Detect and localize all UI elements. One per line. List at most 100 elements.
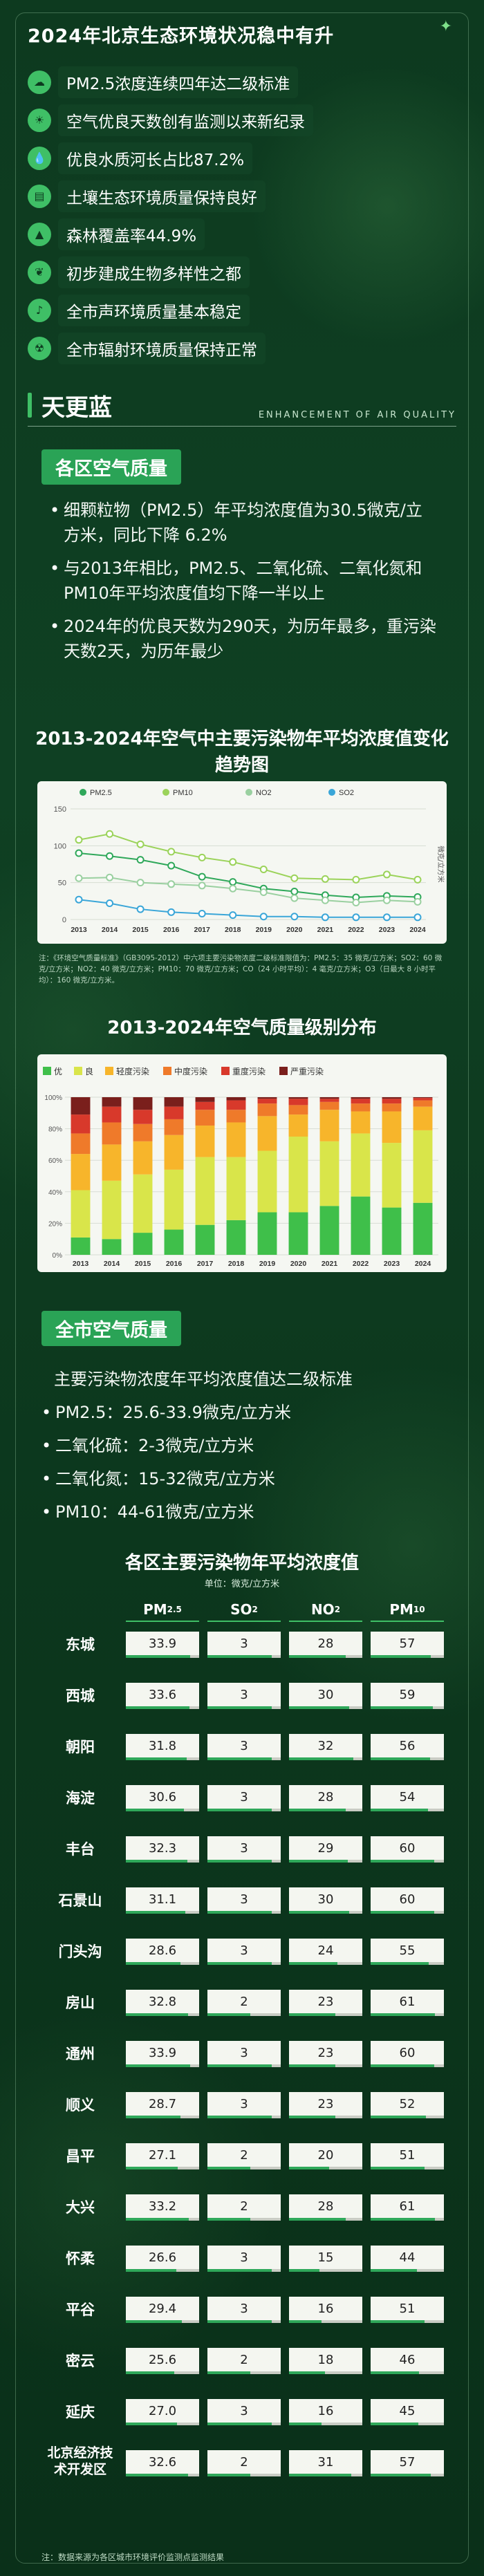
column-header: PM 10 [371, 1598, 444, 1622]
legend-label: 中度污染 [174, 1066, 207, 1076]
table-cell: 15 [289, 2246, 362, 2272]
cell-value: 2 [240, 2147, 248, 2163]
data-point [75, 874, 83, 882]
data-point [167, 848, 176, 856]
data-point [413, 875, 422, 884]
bar-segment [226, 1122, 246, 1157]
row-label: 怀柔 [66, 2250, 95, 2267]
value-bar [371, 2269, 418, 2272]
value-bar [207, 1809, 272, 1811]
bar-segment [133, 1097, 153, 1110]
table-cell: 57 [371, 2450, 444, 2476]
footnote: 注：数据来源为各区城市环境评价监测点监测结果 [41, 2552, 225, 2562]
data-point [106, 873, 114, 881]
row-label: 石景山 [58, 1892, 102, 1909]
value-bar [289, 1706, 350, 1709]
data-point [382, 896, 391, 904]
bar-segment [71, 1154, 91, 1191]
data-point [352, 913, 360, 922]
line-chart-title: 2013-2024年空气中主要污染物年平均浓度值变化趋势图 [35, 729, 449, 776]
bar-segment [71, 1114, 91, 1134]
bar-segment [195, 1097, 215, 1102]
table-cell: 60 [371, 1836, 444, 1863]
cell-value: 3 [240, 1789, 248, 1804]
table-cell: 20 [289, 2143, 362, 2169]
data-point [75, 849, 83, 857]
cell-value: 28.7 [148, 2096, 177, 2111]
cell-value: 16 [317, 2403, 334, 2418]
bar-segment [164, 1097, 184, 1107]
value-bar [126, 2423, 178, 2425]
cell-value: 51 [399, 2147, 416, 2163]
y-tick-label: 100% [44, 1094, 62, 1102]
table-cell: 23 [289, 2041, 362, 2067]
data-point [136, 879, 145, 887]
cell-value: 27.1 [148, 2147, 177, 2163]
y-axis-label: 微克/立方米 [436, 846, 445, 882]
y-tick-label: 80% [48, 1126, 62, 1134]
table-cell: 55 [371, 1939, 444, 1965]
data-point [229, 858, 237, 866]
row-label: 东城 [66, 1636, 95, 1653]
bar-segment [257, 1103, 277, 1117]
cell-value: 59 [399, 1687, 416, 1702]
data-point [229, 884, 237, 893]
x-tick-label: 2021 [322, 1260, 338, 1268]
data-point [259, 888, 268, 897]
value-bar [371, 2218, 436, 2221]
table-cell: 60 [371, 1887, 444, 1914]
row-label: 房山 [66, 1995, 95, 2011]
cell-value: 60 [399, 2045, 416, 2060]
bullet-item: 二氧化氮：15-32微克/立方米 [41, 1466, 429, 1491]
cell-value: 33.6 [148, 1687, 177, 1702]
bar-segment [195, 1126, 215, 1157]
value-bar [207, 1655, 272, 1658]
data-point [106, 852, 114, 860]
bar-segment [382, 1103, 402, 1112]
x-tick-label: 2022 [348, 926, 364, 934]
y-tick-label: 60% [48, 1157, 62, 1165]
value-bar [207, 1860, 272, 1863]
x-tick-label: 2023 [384, 1260, 400, 1268]
column-header-sub: 2 [334, 1605, 341, 1614]
legend-label: 优 [54, 1067, 62, 1076]
bar-segment [102, 1144, 122, 1181]
cell-value: 2 [240, 1994, 248, 2009]
bar-segment [382, 1143, 402, 1208]
bar-segment [288, 1137, 308, 1213]
cell-value: 45 [399, 2403, 416, 2418]
value-bar [126, 1757, 187, 1760]
value-bar [289, 1860, 348, 1863]
x-tick-label: 2022 [353, 1260, 369, 1268]
cell-value: 33.9 [148, 2045, 177, 2060]
table-cell: 30 [289, 1887, 362, 1914]
bar-segment [413, 1130, 433, 1203]
bar-segment [102, 1239, 122, 1255]
bar-segment [413, 1098, 433, 1101]
cell-value: 31.8 [148, 1738, 177, 1753]
bullet-item: PM10：44-61微克/立方米 [41, 1500, 429, 1524]
highlight-text: 全市声环境质量基本稳定 [58, 294, 250, 326]
bar-segment [413, 1202, 433, 1255]
column-header: SO 2 [207, 1598, 281, 1622]
bar-segment [351, 1103, 371, 1112]
legend-label: 重度污染 [232, 1066, 266, 1076]
table-cell: 18 [289, 2348, 362, 2374]
value-bar [289, 1962, 337, 1965]
section-divider [28, 426, 456, 427]
highlight-item: ☀ 空气优良天数创有监测以来新纪录 [28, 101, 456, 139]
table-cell: 3 [207, 2041, 281, 2067]
data-point [198, 881, 206, 890]
value-bar [126, 1860, 187, 1863]
data-point [198, 909, 206, 917]
x-tick-label: 2020 [286, 926, 303, 934]
highlight-item: ☢ 全市辐射环境质量保持正常 [28, 329, 456, 367]
cell-value: 44 [399, 2250, 416, 2265]
highlight-text: PM2.5浓度连续四年达二级标准 [58, 66, 299, 98]
cell-value: 61 [399, 1994, 416, 2009]
bar-segment [319, 1097, 339, 1099]
cell-value: 33.9 [148, 1636, 177, 1651]
value-bar [289, 2167, 330, 2169]
table-cell: 30.6 [126, 1785, 199, 1811]
row-label: 平谷 [66, 2302, 95, 2318]
